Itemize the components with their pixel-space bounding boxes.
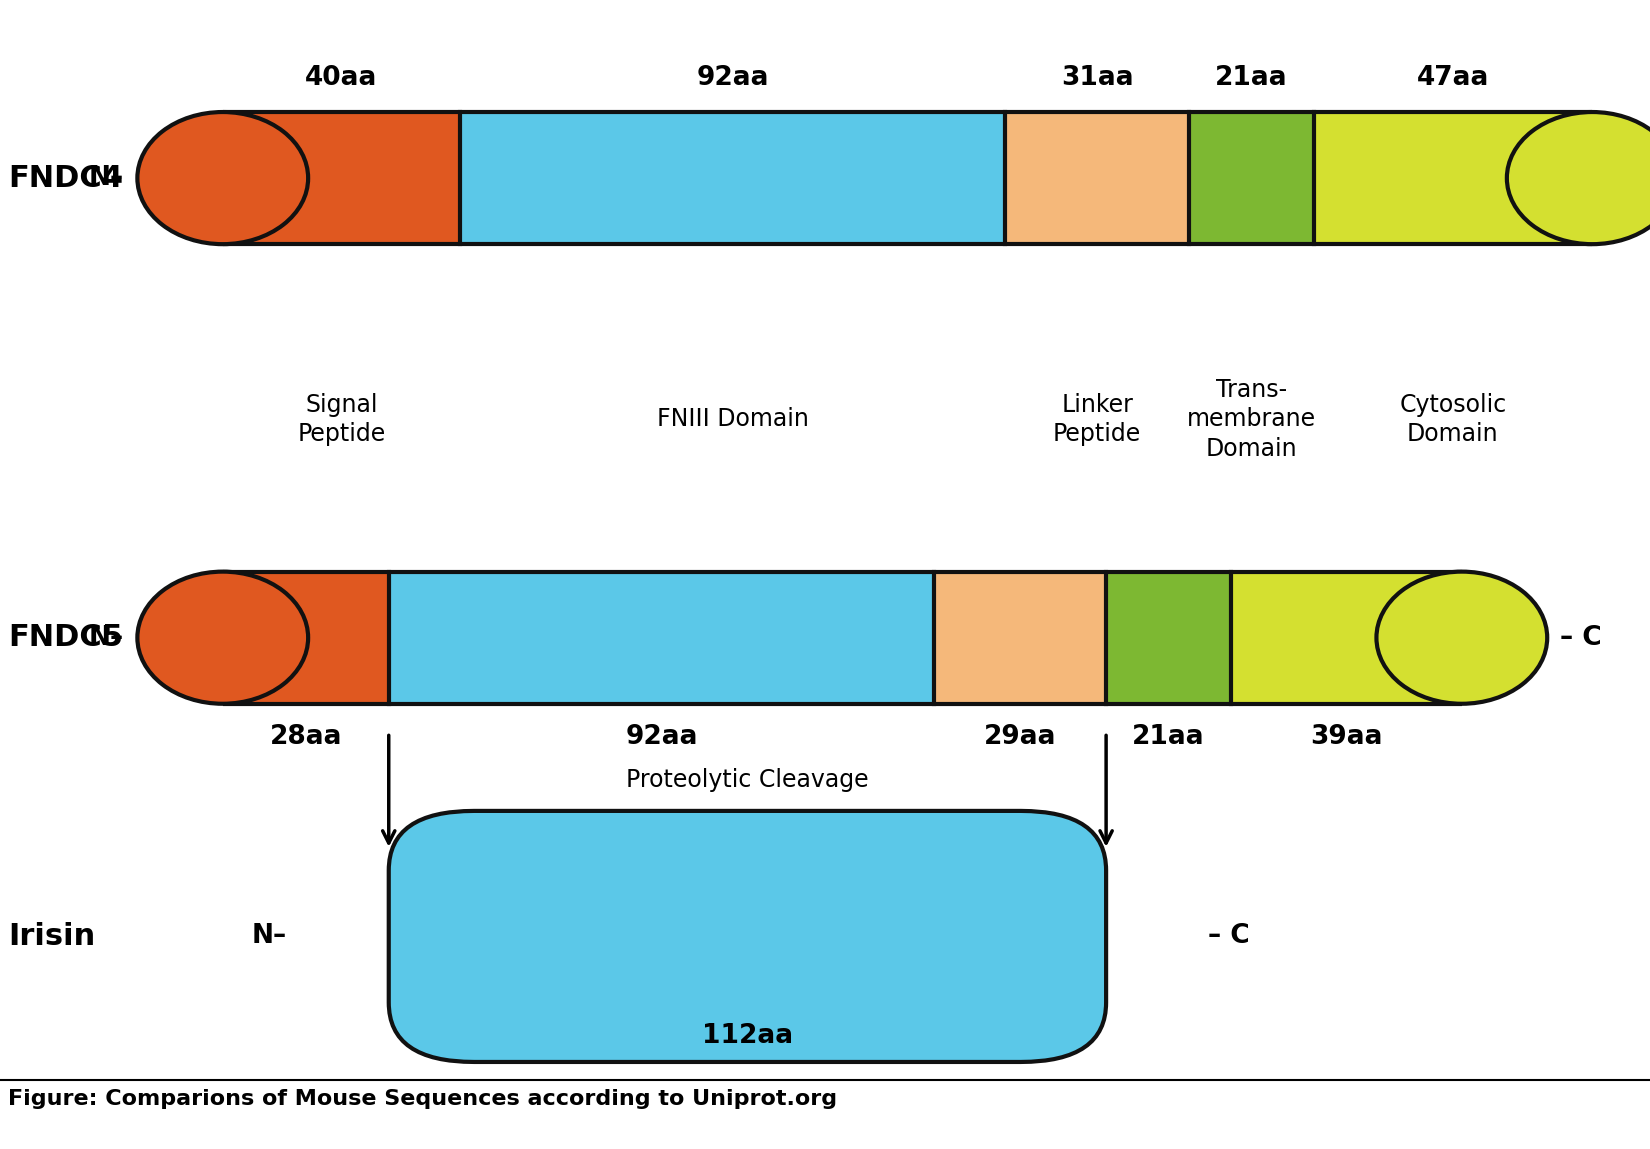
- Bar: [1231, 571, 1462, 703]
- Text: FNDC4: FNDC4: [8, 163, 124, 193]
- Bar: [934, 571, 1106, 703]
- FancyBboxPatch shape: [389, 811, 1106, 1062]
- Text: Proteolytic Cleavage: Proteolytic Cleavage: [625, 768, 870, 792]
- Bar: [1313, 113, 1592, 245]
- Text: 29aa: 29aa: [983, 725, 1056, 750]
- Bar: [389, 571, 934, 703]
- Bar: [1005, 113, 1190, 245]
- Text: 92aa: 92aa: [625, 725, 698, 750]
- Text: 40aa: 40aa: [305, 65, 378, 92]
- Text: FNIII Domain: FNIII Domain: [657, 408, 808, 431]
- Bar: [1106, 571, 1231, 703]
- Text: FNDC5: FNDC5: [8, 623, 124, 653]
- Text: Cytosolic
Domain: Cytosolic Domain: [1399, 393, 1506, 446]
- Text: 21aa: 21aa: [1214, 65, 1287, 92]
- Text: Irisin: Irisin: [8, 921, 96, 951]
- Text: 39aa: 39aa: [1310, 725, 1383, 750]
- Text: – C: – C: [1208, 924, 1249, 949]
- Text: – C: – C: [1561, 625, 1602, 650]
- Ellipse shape: [137, 571, 309, 703]
- Text: 47aa: 47aa: [1417, 65, 1488, 92]
- Text: 112aa: 112aa: [701, 1023, 794, 1049]
- Bar: [223, 571, 389, 703]
- Bar: [1190, 113, 1313, 245]
- Text: 28aa: 28aa: [269, 725, 342, 750]
- Ellipse shape: [1376, 571, 1548, 703]
- Text: 21aa: 21aa: [1132, 725, 1204, 750]
- Text: 31aa: 31aa: [1061, 65, 1134, 92]
- Text: Signal
Peptide: Signal Peptide: [297, 393, 386, 446]
- Text: Trans-
membrane
Domain: Trans- membrane Domain: [1186, 378, 1317, 461]
- Ellipse shape: [1506, 111, 1650, 245]
- Text: N–: N–: [89, 625, 124, 650]
- Bar: [223, 113, 460, 245]
- Bar: [460, 113, 1005, 245]
- Text: N–: N–: [252, 924, 287, 949]
- Text: Linker
Peptide: Linker Peptide: [1053, 393, 1142, 446]
- Ellipse shape: [137, 111, 309, 245]
- Text: N–: N–: [89, 165, 124, 191]
- Text: 92aa: 92aa: [696, 65, 769, 92]
- Text: Figure: Comparions of Mouse Sequences according to Uniprot.org: Figure: Comparions of Mouse Sequences ac…: [8, 1089, 837, 1109]
